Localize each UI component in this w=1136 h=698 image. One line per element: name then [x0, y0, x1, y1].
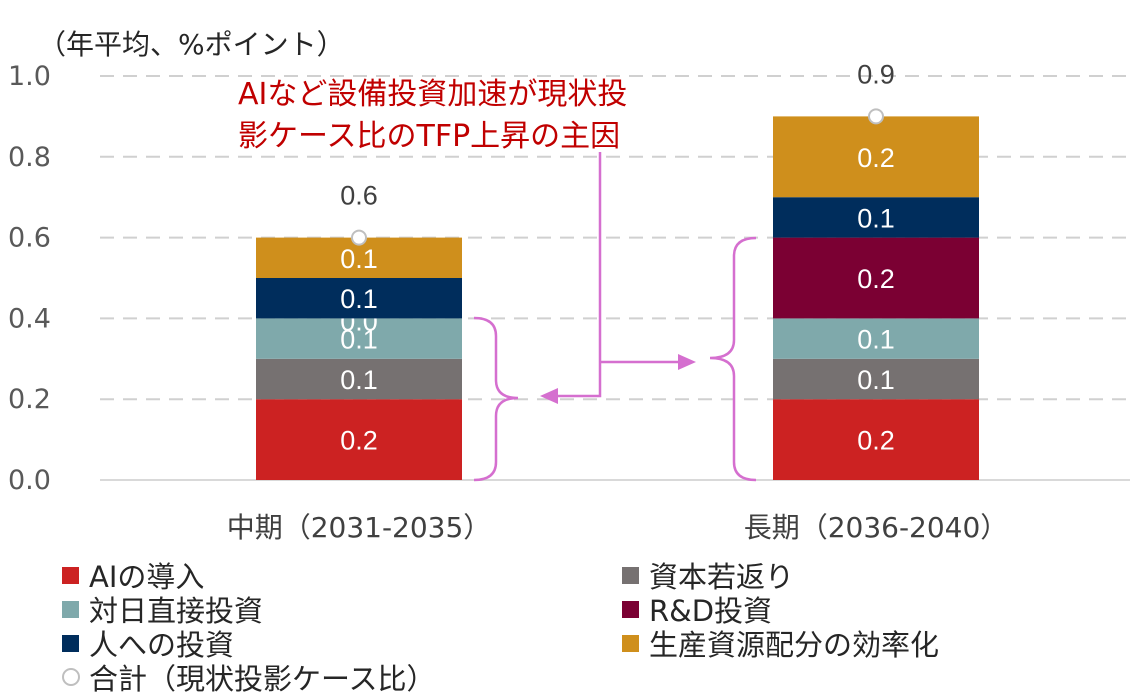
- data-label: 0.2: [857, 143, 895, 173]
- y-tick-label: 0.2: [8, 384, 51, 415]
- bar-segment: [256, 318, 462, 359]
- arrowhead-left: [540, 388, 558, 404]
- legend-label: 人への投資: [89, 628, 235, 662]
- bar-segment: [256, 358, 462, 400]
- legend-swatch: [62, 634, 79, 652]
- legend-item: 資本若返り: [622, 558, 794, 594]
- legend-label: R&D投資: [649, 594, 773, 628]
- data-label: 0.1: [340, 244, 378, 274]
- y-tick-label: 0.0: [8, 465, 51, 496]
- legend-swatch: [622, 566, 639, 584]
- bar-segment: [773, 399, 979, 480]
- bar-segment: [773, 197, 979, 238]
- legend-label: 生産資源配分の効率化: [649, 628, 940, 662]
- data-label: 0.1: [857, 203, 895, 233]
- x-axis-categories: 中期（2031-2035） 長期（2036-2040）: [227, 511, 1009, 544]
- legend-swatch: [622, 634, 639, 652]
- legend-item: 合計（現状投影ケース比）: [62, 660, 436, 696]
- y-axis-unit-label: （年平均、%ポイント）: [38, 28, 345, 61]
- legend: AIの導入 資本若返り対日直接投資 R&D投資人への投資 生産資源配分の効率化合計（現…: [62, 558, 1122, 696]
- y-tick-label: 0.4: [8, 303, 51, 334]
- legend-swatch: [62, 600, 79, 618]
- legend-item: 対日直接投資: [62, 592, 263, 628]
- legend-item: AIの導入: [62, 558, 204, 594]
- y-tick-label: 0.8: [8, 142, 51, 173]
- total-marker: [351, 229, 367, 246]
- total-marker: [868, 108, 884, 125]
- bracket-long: [709, 236, 757, 482]
- data-label: 0.2: [857, 426, 895, 456]
- annotation-line-1: AIなど設備投資加速が現状投: [238, 77, 627, 112]
- legend-swatch: [62, 566, 79, 584]
- x-category-label: 中期（2031-2035）: [227, 511, 492, 544]
- legend-swatch: [622, 600, 639, 618]
- total-markers: 0.6 0.9: [340, 59, 895, 246]
- bracket-arrows: [473, 152, 757, 482]
- y-tick-label: 0.6: [8, 223, 51, 254]
- data-label: 0.1: [340, 365, 378, 395]
- bar-segment: [773, 237, 979, 319]
- total-label: 0.6: [340, 181, 378, 211]
- y-tick-label: 1.0: [8, 61, 51, 92]
- bar-segment: [773, 318, 979, 359]
- x-category-label: 長期（2036-2040）: [744, 511, 1009, 544]
- bar-segment: [773, 116, 979, 198]
- bar-segment: [773, 358, 979, 400]
- legend-label: 対日直接投資: [89, 594, 264, 628]
- bar-segment: [256, 399, 462, 480]
- bracket-mid: [473, 316, 519, 482]
- legend-item: 人への投資: [62, 626, 234, 662]
- legend-item: R&D投資: [622, 592, 772, 628]
- annotation-line-2: 影ケース比のTFP上昇の主因: [238, 119, 620, 154]
- total-label: 0.9: [857, 59, 895, 89]
- data-label: 0.2: [857, 264, 895, 294]
- legend-circle-marker: [62, 668, 80, 686]
- legend-label: AIの導入: [89, 560, 205, 594]
- data-label: 0.1: [857, 365, 895, 395]
- legend-item: 生産資源配分の効率化: [622, 626, 939, 662]
- data-label: 0.1: [857, 325, 895, 355]
- bars: 0.20.10.10.00.10.10.20.10.10.20.10.2: [256, 116, 979, 480]
- arrowhead-right: [678, 354, 696, 370]
- data-label: 0.1: [340, 284, 378, 314]
- data-label: 0.1: [340, 325, 378, 355]
- connector-left: [556, 152, 602, 398]
- stacked-bar-chart: 0.0 0.2 0.4 0.6 0.8 1.0 （年平均、%ポイント） 0.2 0.1 0.1…: [8, 28, 1130, 544]
- legend-label: 資本若返り: [649, 560, 795, 594]
- data-label: 0.2: [340, 426, 378, 456]
- legend-label: 合計（現状投影ケース比）: [89, 662, 436, 696]
- bar-segment: [256, 278, 462, 319]
- annotation: AIなど設備投資加速が現状投 影ケース比のTFP上昇の主因: [238, 77, 627, 154]
